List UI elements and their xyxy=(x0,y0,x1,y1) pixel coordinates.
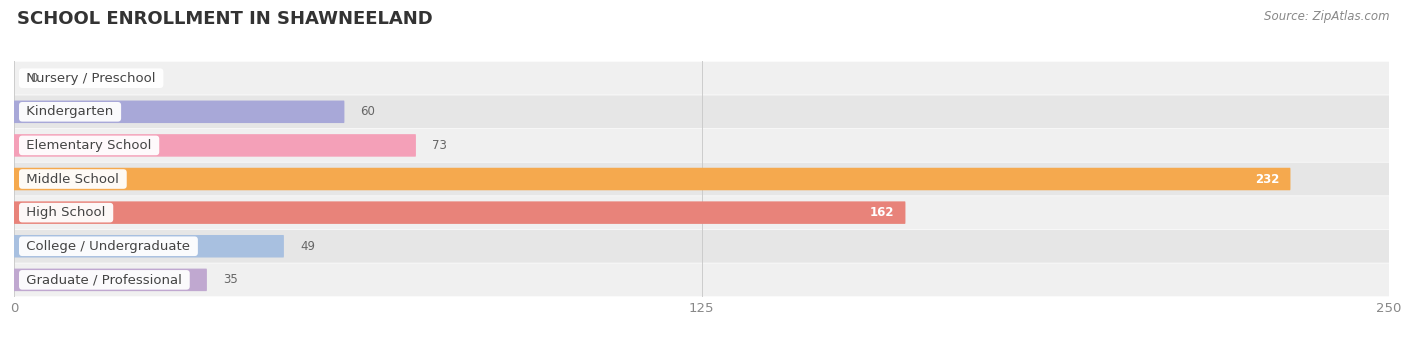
FancyBboxPatch shape xyxy=(14,269,207,291)
Text: Graduate / Professional: Graduate / Professional xyxy=(22,273,187,286)
Text: Middle School: Middle School xyxy=(22,173,124,186)
FancyBboxPatch shape xyxy=(14,196,1389,229)
Text: 0: 0 xyxy=(31,72,38,85)
Text: 232: 232 xyxy=(1254,173,1279,186)
Text: College / Undergraduate: College / Undergraduate xyxy=(22,240,194,253)
Text: Nursery / Preschool: Nursery / Preschool xyxy=(22,72,160,85)
FancyBboxPatch shape xyxy=(14,230,1389,263)
FancyBboxPatch shape xyxy=(14,134,416,157)
FancyBboxPatch shape xyxy=(14,95,1389,128)
FancyBboxPatch shape xyxy=(14,163,1389,195)
FancyBboxPatch shape xyxy=(14,168,1291,190)
Text: Elementary School: Elementary School xyxy=(22,139,156,152)
FancyBboxPatch shape xyxy=(14,202,905,224)
FancyBboxPatch shape xyxy=(14,263,1389,296)
FancyBboxPatch shape xyxy=(14,101,344,123)
Text: Kindergarten: Kindergarten xyxy=(22,105,118,118)
Text: Source: ZipAtlas.com: Source: ZipAtlas.com xyxy=(1264,10,1389,23)
FancyBboxPatch shape xyxy=(14,62,1389,95)
Text: High School: High School xyxy=(22,206,110,219)
Text: 60: 60 xyxy=(360,105,375,118)
FancyBboxPatch shape xyxy=(14,129,1389,162)
Text: SCHOOL ENROLLMENT IN SHAWNEELAND: SCHOOL ENROLLMENT IN SHAWNEELAND xyxy=(17,10,433,28)
Text: 49: 49 xyxy=(299,240,315,253)
Text: 162: 162 xyxy=(869,206,894,219)
Text: 73: 73 xyxy=(432,139,447,152)
FancyBboxPatch shape xyxy=(14,235,284,257)
Text: 35: 35 xyxy=(224,273,238,286)
